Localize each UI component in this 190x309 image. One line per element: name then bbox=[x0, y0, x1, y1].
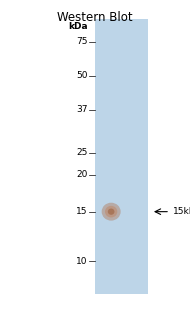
Text: 10: 10 bbox=[76, 256, 87, 266]
Text: 20: 20 bbox=[76, 170, 87, 179]
Bar bbox=[95, 19, 148, 294]
Ellipse shape bbox=[105, 206, 117, 218]
Text: 75: 75 bbox=[76, 37, 87, 46]
Ellipse shape bbox=[102, 203, 121, 221]
Text: Western Blot: Western Blot bbox=[57, 11, 133, 24]
Text: 15: 15 bbox=[76, 207, 87, 216]
Text: 50: 50 bbox=[76, 71, 87, 80]
Text: kDa: kDa bbox=[68, 22, 87, 31]
Text: 25: 25 bbox=[76, 148, 87, 158]
Ellipse shape bbox=[108, 209, 114, 215]
Text: 37: 37 bbox=[76, 105, 87, 114]
Text: 15kDa: 15kDa bbox=[173, 207, 190, 216]
